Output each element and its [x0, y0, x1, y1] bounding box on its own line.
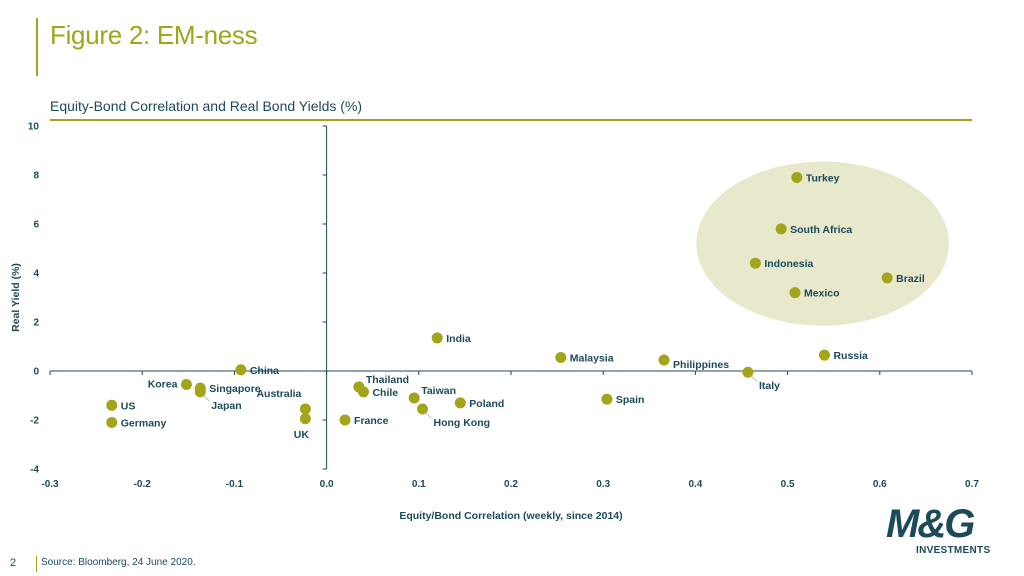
point-label: Chile	[372, 387, 398, 399]
x-tick-label: 0.6	[873, 479, 887, 490]
point-hong-kong	[417, 403, 428, 414]
mg-investments-logo: M&G INVESTMENTS	[886, 504, 992, 560]
label-leader-line	[202, 395, 209, 401]
x-tick-label: 0.3	[596, 479, 610, 490]
point-label: Spain	[616, 394, 645, 406]
point-label: Japan	[211, 400, 241, 412]
point-spain	[601, 394, 612, 405]
em-highlight-region	[696, 162, 949, 326]
y-axis-title: Real Yield (%)	[10, 263, 22, 332]
y-tick-label: 0	[33, 367, 39, 378]
point-label: Mexico	[804, 288, 840, 300]
label-leader-line	[424, 412, 431, 418]
point-japan	[195, 386, 206, 397]
y-tick-label: 4	[33, 269, 39, 280]
source-note: Source: Bloomberg, 24 June 2020.	[41, 557, 196, 568]
point-turkey	[791, 172, 802, 183]
point-label: Brazil	[896, 273, 925, 285]
point-label: Singapore	[209, 383, 261, 395]
point-us	[106, 400, 117, 411]
point-label: Australia	[256, 388, 301, 400]
point-label: US	[121, 400, 136, 412]
point-label: Germany	[121, 417, 167, 429]
point-taiwan	[409, 392, 420, 403]
point-label: Korea	[148, 378, 178, 390]
x-tick-label: 0.5	[781, 479, 795, 490]
y-tick-label: -2	[30, 416, 39, 427]
point-label: China	[250, 365, 279, 377]
point-label: Indonesia	[764, 258, 813, 270]
x-tick-label: 0.0	[320, 479, 334, 490]
point-label: Malaysia	[570, 353, 614, 365]
x-tick-label: 0.7	[965, 479, 979, 490]
point-italy	[742, 367, 753, 378]
point-label: France	[354, 415, 389, 427]
point-label: Taiwan	[421, 385, 456, 397]
logo-wordmark: M&G	[886, 504, 992, 544]
x-axis-title: Equity/Bond Correlation (weekly, since 2…	[399, 510, 622, 522]
x-tick-label: 0.4	[688, 479, 702, 490]
point-malaysia	[555, 352, 566, 363]
point-label: Thailand	[366, 374, 409, 386]
point-label: UK	[294, 429, 310, 441]
logo-subtext: INVESTMENTS	[916, 545, 992, 556]
point-korea	[181, 379, 192, 390]
x-tick-label: 0.2	[504, 479, 518, 490]
point-label: Russia	[833, 350, 868, 362]
point-poland	[455, 397, 466, 408]
point-germany	[106, 417, 117, 428]
point-france	[340, 415, 351, 426]
y-tick-label: 8	[33, 171, 39, 182]
point-south-africa	[776, 223, 787, 234]
point-russia	[819, 350, 830, 361]
point-india	[432, 332, 443, 343]
page-number: 2	[10, 557, 16, 569]
y-tick-label: 6	[33, 220, 39, 231]
footer-accent-bar	[36, 556, 37, 572]
point-label: Philippines	[673, 359, 729, 371]
point-uk	[300, 413, 311, 424]
label-leader-line	[750, 375, 757, 381]
point-chile	[358, 386, 369, 397]
y-tick-label: 2	[33, 318, 39, 329]
point-indonesia	[750, 258, 761, 269]
scatter-chart: -0.3 -0.2 -0.1 0.0 0.1 0.2 0.3 0.4 0.5 0.6 0.7 -4 -2…	[0, 0, 1024, 576]
point-label: Poland	[469, 398, 504, 410]
point-label: India	[446, 333, 471, 345]
point-philippines	[659, 354, 670, 365]
y-tick-label: 10	[28, 122, 40, 133]
y-tick-label: -4	[30, 465, 39, 476]
point-label: South Africa	[790, 224, 852, 236]
point-brazil	[882, 272, 893, 283]
point-label: Italy	[759, 380, 780, 392]
point-label: Hong Kong	[433, 417, 490, 429]
point-australia	[300, 403, 311, 414]
x-tick-label: -0.1	[226, 479, 244, 490]
point-label: Turkey	[806, 172, 840, 184]
point-mexico	[789, 287, 800, 298]
point-china	[235, 364, 246, 375]
x-tick-label: -0.2	[134, 479, 152, 490]
x-tick-label: 0.1	[412, 479, 426, 490]
x-tick-label: -0.3	[41, 479, 59, 490]
